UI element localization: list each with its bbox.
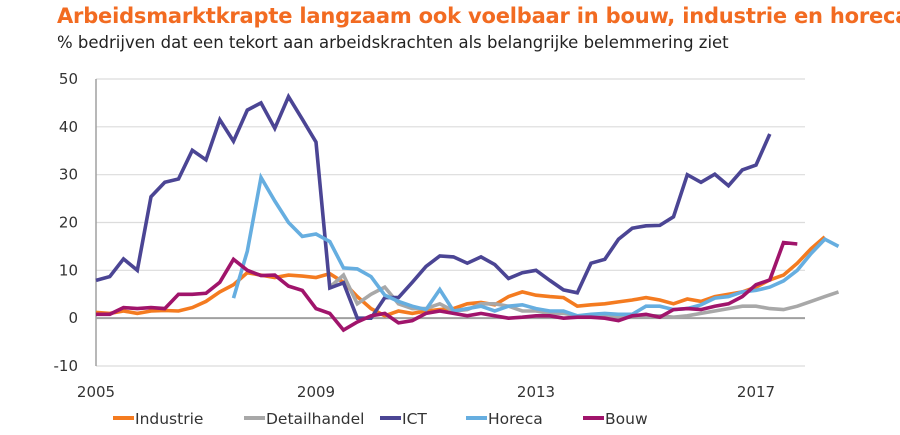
- legend-label: Horeca: [488, 410, 543, 428]
- series-line-bouw: [96, 240, 798, 333]
- legend-label: Industrie: [135, 410, 203, 428]
- legend-item-industrie: Industrie: [113, 410, 203, 428]
- x-tick-label: 2005: [77, 383, 115, 401]
- x-axis-ticks: 2005 2009 2013 2017: [77, 383, 775, 401]
- legend: Industrie Detailhandel ICT Horeca Bouw: [113, 410, 648, 428]
- legend-item-ict: ICT: [380, 410, 427, 428]
- series-line-ict: [95, 92, 772, 321]
- legend-item-horeca: Horeca: [466, 410, 543, 428]
- x-tick-label: 2017: [737, 383, 775, 401]
- x-tick-label: 2009: [297, 383, 335, 401]
- gridlines: [95, 78, 805, 367]
- legend-item-detailhandel: Detailhandel: [244, 410, 365, 428]
- legend-label: Detailhandel: [266, 410, 365, 428]
- y-tick-label: 20: [59, 214, 78, 232]
- y-tick-label: 50: [59, 70, 78, 88]
- y-axis-ticks: -10 0 10 20 30 40 50: [54, 70, 79, 375]
- chart-title: Arbeidsmarktkrapte langzaam ook voelbaar…: [57, 4, 900, 28]
- legend-label: ICT: [402, 410, 427, 428]
- y-tick-label: -10: [54, 357, 79, 375]
- legend-label: Bouw: [605, 410, 648, 428]
- series-lines: [95, 92, 840, 333]
- chart-subtitle: % bedrijven dat een tekort aan arbeidskr…: [57, 33, 729, 52]
- y-tick-label: 40: [59, 118, 78, 136]
- series-line-horeca: [231, 172, 840, 318]
- series-line-industrie: [95, 235, 826, 318]
- y-tick-label: 10: [59, 261, 78, 279]
- y-tick-label: 30: [59, 166, 78, 184]
- y-tick-label: 0: [68, 309, 78, 327]
- legend-item-bouw: Bouw: [583, 410, 648, 428]
- x-tick-label: 2013: [517, 383, 555, 401]
